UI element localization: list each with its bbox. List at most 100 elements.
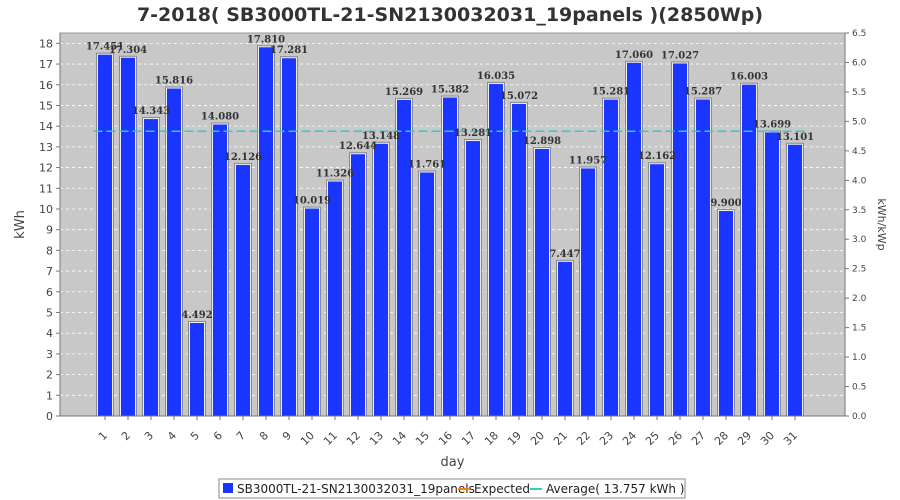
- y-tick-label: 13: [39, 141, 53, 154]
- bar: [443, 97, 457, 416]
- bar: [351, 154, 365, 416]
- y-tick-label: 7: [46, 265, 53, 278]
- x-axis-title: day: [441, 455, 465, 470]
- legend-label-series: SB3000TL-21-SN2130032031_19panels: [237, 482, 475, 496]
- bar: [98, 54, 112, 417]
- x-tick-label: 26: [666, 429, 685, 448]
- x-tick-label: 5: [188, 429, 202, 443]
- y-tick-label: 3: [46, 348, 53, 361]
- legend-label-expected: Expected: [474, 482, 530, 496]
- y-right-tick-label: 0.5: [852, 383, 866, 393]
- bar-value-label: 14.080: [201, 112, 239, 123]
- x-tick-label: 23: [597, 429, 616, 448]
- bar: [328, 181, 342, 416]
- bar: [788, 144, 802, 416]
- x-tick-label: 12: [344, 429, 363, 448]
- x-tick-label: 29: [735, 429, 754, 448]
- bar: [696, 99, 710, 416]
- y-axis-title-left: kWh: [13, 210, 28, 239]
- y-tick-label: 8: [46, 244, 53, 257]
- y-right-tick-label: 4.5: [852, 147, 866, 157]
- y-right-tick-label: 2.0: [852, 294, 867, 304]
- y-tick-label: 18: [39, 37, 53, 50]
- x-tick-label: 3: [142, 429, 156, 443]
- bar-value-label: 17.060: [615, 50, 653, 61]
- x-tick-label: 28: [712, 429, 731, 448]
- bar: [512, 103, 526, 416]
- y-tick-label: 16: [39, 79, 53, 92]
- y-tick-label: 14: [39, 120, 53, 133]
- x-tick-label: 22: [574, 429, 593, 448]
- bar-value-label: 12.898: [523, 136, 561, 147]
- bar-value-label: 10.019: [293, 196, 331, 207]
- bar: [397, 99, 411, 416]
- y-right-tick-label: 6.5: [852, 29, 866, 39]
- bar: [604, 99, 618, 416]
- x-tick-label: 15: [413, 429, 432, 448]
- y-right-tick-label: 5.0: [852, 117, 867, 127]
- x-tick-label: 30: [758, 429, 777, 448]
- bar: [466, 141, 480, 416]
- y-tick-label: 2: [46, 369, 53, 382]
- legend: SB3000TL-21-SN2130032031_19panels Expect…: [218, 478, 686, 499]
- bar-value-label: 14.343: [132, 106, 170, 117]
- x-tick-label: 10: [298, 429, 317, 448]
- y-right-tick-label: 3.0: [852, 235, 867, 245]
- bar: [282, 58, 296, 416]
- x-tick-label: 9: [280, 429, 294, 443]
- y-tick-label: 12: [39, 162, 53, 175]
- bar: [673, 63, 687, 416]
- x-axis: 1 2 3 4 5 6 7 8 9 10 11 12 13 14 15 16 17 18 19 20 21 22 23 24 2…: [60, 415, 845, 448]
- y-tick-label: 17: [39, 58, 53, 71]
- legend-swatch-series: [223, 483, 233, 493]
- y-tick-label: 0: [46, 410, 53, 423]
- bar-value-label: 17.304: [109, 45, 147, 56]
- bar-value-label: 16.035: [477, 71, 515, 82]
- bar: [374, 143, 388, 417]
- x-tick-label: 6: [211, 429, 225, 443]
- bar: [236, 164, 250, 416]
- y-tick-label: 1: [46, 389, 53, 402]
- y-right-tick-label: 1.0: [852, 353, 867, 363]
- bar-value-label: 17.281: [270, 45, 308, 56]
- y-axis-title-right: kWh/kWp: [875, 198, 888, 250]
- bar-value-label: 15.382: [431, 85, 469, 96]
- x-tick-label: 2: [119, 429, 133, 443]
- bar: [121, 57, 135, 416]
- x-tick-label: 24: [620, 429, 639, 448]
- bar-value-label: 16.003: [730, 72, 768, 83]
- bar-value-label: 13.101: [776, 132, 814, 143]
- x-tick-label: 18: [482, 429, 501, 448]
- bars: [96, 45, 804, 417]
- bar: [627, 62, 641, 417]
- y-right-tick-label: 1.5: [852, 324, 866, 334]
- legend-label-average: Average( 13.757 kWh ): [546, 482, 685, 496]
- y-right-tick-label: 6.0: [852, 58, 867, 68]
- bar-value-label: 7.447: [549, 249, 580, 260]
- bar-value-label: 12.126: [224, 152, 262, 163]
- bar: [719, 211, 733, 416]
- x-tick-label: 1: [96, 429, 110, 443]
- bar-value-label: 11.761: [408, 160, 446, 171]
- x-tick-label: 19: [505, 429, 524, 448]
- x-tick-label: 16: [436, 429, 455, 448]
- bar: [167, 88, 181, 417]
- x-tick-label: 27: [689, 429, 708, 448]
- x-tick-label: 8: [257, 429, 271, 443]
- x-tick-label: 17: [459, 429, 478, 448]
- x-tick-label: 20: [528, 429, 547, 448]
- x-tick-label: 4: [165, 429, 179, 443]
- bar-value-label: 9.900: [710, 198, 741, 209]
- x-tick-label: 11: [321, 429, 340, 448]
- y-right-tick-label: 5.5: [852, 88, 866, 98]
- y-tick-label: 4: [46, 327, 53, 340]
- bar: [535, 148, 549, 416]
- bar: [650, 164, 664, 416]
- legend-box: [218, 478, 686, 499]
- x-tick-label: 25: [643, 429, 662, 448]
- bar-value-label: 11.957: [569, 155, 607, 166]
- bar: [742, 84, 756, 417]
- bar-value-label: 12.162: [638, 151, 676, 162]
- bar-value-label: 13.699: [753, 119, 791, 130]
